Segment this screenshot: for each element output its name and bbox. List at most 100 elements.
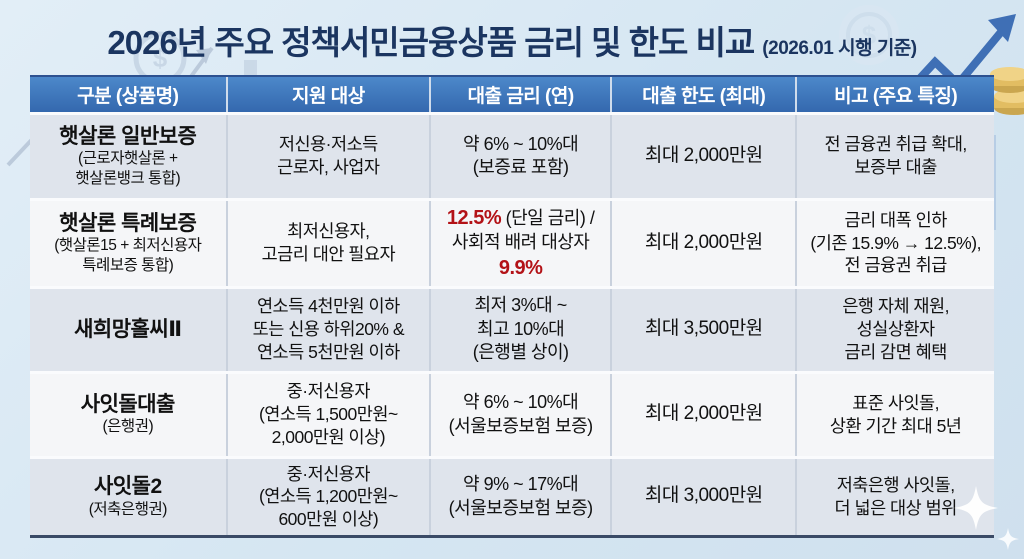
limit-value: 최대 2,000만원: [644, 231, 763, 253]
table-row: 햇살론 특례보증 (햇살론15 + 최저신용자 특례보증 통합) 최저신용자, 고금리 …: [30, 197, 994, 287]
rate-text: (단일 금리) /: [501, 208, 595, 229]
product-cell: 사잇돌대출 (은행권): [30, 370, 227, 457]
svg-text:$: $: [862, 20, 877, 50]
limit-cell: 최대 2,000만원: [610, 197, 797, 287]
target-line: 근로자, 사업자: [277, 157, 380, 177]
column-header-0: 구분 (상품명): [30, 75, 227, 113]
rate-text: (서울보증보험 보증): [448, 415, 593, 436]
rate-cell: 약 6% ~ 10%대 (보증료 포함): [429, 111, 612, 199]
limit-value: 최대 3,000만원: [644, 485, 763, 507]
note-line: 금리 감면 혜택: [844, 341, 948, 362]
note-cell: 표준 사잇돌, 상환 기간 최대 5년: [795, 370, 994, 457]
rate-cell: 12.5% (단일 금리) / 사회적 배려 대상자 9.9%: [429, 197, 612, 287]
note-line: 보증부 대출: [854, 157, 937, 177]
target-line: 연소득 4천만원 이하: [256, 296, 400, 317]
target-line: 중·저신용자: [286, 381, 371, 402]
product-name: 사잇돌2: [94, 475, 162, 499]
rate-line: 최저 3%대 ~: [435, 294, 606, 317]
column-header-1: 지원 대상: [225, 75, 431, 113]
note-line: 저축은행 사잇돌,: [836, 474, 955, 495]
sparkle-icon: [954, 486, 1019, 550]
product-subtitle: (근로자햇살론 +: [78, 150, 178, 168]
product-subtitle: (은행권): [102, 418, 154, 436]
comparison-table: 구분 (상품명) 지원 대상 대출 금리 (연) 대출 한도 (최대) 비고 (주요 특…: [30, 75, 994, 538]
limit-value: 최대 3,500만원: [644, 318, 763, 340]
title-suffix: (2026.01 시행 기준): [762, 38, 917, 59]
rate-line: (보증료 포함): [435, 156, 606, 179]
target-cell: 중·저신용자 (연소득 1,500만원~ 2,000만원 이상): [225, 370, 431, 457]
rate-text: 사회적 배려 대상자: [451, 232, 590, 253]
target-cell: 연소득 4천만원 이하 또는 신용 하위20% & 연소득 5천만원 이하: [225, 285, 431, 372]
target-line: 600만원 이상): [278, 509, 379, 529]
product-cell: 햇살론 일반보증 (근로자햇살론 + 햇살론뱅크 통합): [30, 111, 227, 199]
target-line: 2,000만원 이상): [271, 426, 386, 447]
product-cell: 사잇돌2 (저축은행권): [30, 455, 227, 537]
product-subtitle: (햇살론15 + 최저신용자: [54, 237, 202, 255]
title-main: 2026년 주요 정책서민금융상품 금리 및 한도 비교: [107, 24, 755, 61]
rate-line: 9.9%: [435, 255, 606, 281]
product-name: 사잇돌대출: [80, 393, 176, 417]
note-line: 금리 대폭 인하: [844, 209, 948, 230]
table-row: 햇살론 일반보증 (근로자햇살론 + 햇살론뱅크 통합) 저신용·저소득 근로자, 사업…: [30, 111, 994, 199]
rate-line: 사회적 배려 대상자: [435, 231, 606, 254]
rate-text: (서울보증보험 보증): [448, 497, 593, 518]
note-line: 전 금융권 취급 확대,: [824, 134, 968, 155]
note-cell: 금리 대폭 인하 (기존 15.9% → 12.5%), 전 금융권 취급: [795, 197, 994, 287]
rate-line: 약 6% ~ 10%대: [435, 133, 606, 156]
note-cell: 전 금융권 취급 확대, 보증부 대출: [795, 111, 994, 199]
note-line: 상환 기간 최대 5년: [829, 415, 962, 436]
note-line: (기존 15.9% → 12.5%),: [810, 232, 981, 253]
target-line: 또는 신용 하위20% &: [252, 319, 405, 340]
product-name: 햇살론 일반보증: [59, 125, 197, 149]
target-cell: 최저신용자, 고금리 대안 필요자: [225, 197, 431, 287]
product-subtitle: 햇살론뱅크 통합): [75, 169, 181, 187]
column-header-4: 비고 (주요 특징): [795, 75, 994, 113]
target-line: 최저신용자,: [287, 221, 370, 242]
table-row: 새희망홀씨Ⅱ 연소득 4천만원 이하 또는 신용 하위20% & 연소득 5천만원 이…: [30, 285, 994, 372]
target-line: 연소득 5천만원 이하: [256, 341, 400, 362]
table-row: 사잇돌2 (저축은행권) 중·저신용자 (연소득 1,200만원~ 600만원 이상) 약…: [30, 455, 994, 537]
limit-value: 최대 2,000만원: [644, 144, 763, 166]
rate-highlight: 12.5%: [446, 207, 502, 230]
page-title: 2026년 주요 정책서민금융상품 금리 및 한도 비교 (2026.01 시행 …: [0, 16, 1024, 64]
target-line: (연소득 1,200만원~: [258, 486, 398, 507]
rate-text: 약 9% ~ 17%대: [463, 474, 579, 495]
note-cell: 은행 자체 재원, 성실상환자 금리 감면 혜택: [795, 285, 994, 372]
table-row: 사잇돌대출 (은행권) 중·저신용자 (연소득 1,500만원~ 2,000만원 이상)…: [30, 370, 994, 457]
rate-line: 약 9% ~ 17%대: [435, 473, 606, 496]
target-line: 저신용·저소득: [278, 134, 378, 155]
note-line: 전 금융권 취급: [844, 255, 948, 276]
rate-text: 최저 3%대 ~: [474, 295, 568, 316]
rate-line: (은행별 상이): [435, 341, 606, 364]
target-line: 중·저신용자: [286, 463, 371, 484]
rate-line: 최고 10%대: [435, 318, 606, 341]
target-cell: 중·저신용자 (연소득 1,200만원~ 600만원 이상): [225, 455, 431, 537]
rate-cell: 최저 3%대 ~ 최고 10%대 (은행별 상이): [429, 285, 612, 372]
product-subtitle: (저축은행권): [88, 500, 168, 518]
product-cell: 새희망홀씨Ⅱ: [30, 285, 227, 372]
rate-limit-table: 구분 (상품명) 지원 대상 대출 금리 (연) 대출 한도 (최대) 비고 (주요 특…: [30, 75, 994, 538]
svg-text:$: $: [153, 43, 168, 73]
table-body: 햇살론 일반보증 (근로자햇살론 + 햇살론뱅크 통합) 저신용·저소득 근로자, 사업…: [30, 111, 994, 537]
limit-cell: 최대 3,500만원: [610, 285, 797, 372]
rate-line: (서울보증보험 보증): [435, 497, 606, 520]
product-name: 햇살론 특례보증: [59, 212, 197, 236]
limit-value: 최대 2,000만원: [644, 403, 763, 425]
target-line: 고금리 대안 필요자: [261, 244, 396, 264]
rate-text: 약 6% ~ 10%대: [463, 392, 579, 413]
table-header-row: 구분 (상품명) 지원 대상 대출 금리 (연) 대출 한도 (최대) 비고 (주요 특…: [30, 75, 994, 113]
rate-text: 최고 10%대: [477, 318, 565, 339]
product-cell: 햇살론 특례보증 (햇살론15 + 최저신용자 특례보증 통합): [30, 197, 227, 287]
target-line: (연소득 1,500만원~: [258, 404, 398, 425]
note-cell: 저축은행 사잇돌, 더 넓은 대상 범위: [795, 455, 994, 537]
rate-highlight: 9.9%: [498, 256, 543, 279]
limit-cell: 최대 2,000만원: [610, 370, 797, 457]
rate-text: (보증료 포함): [472, 157, 569, 177]
note-line: 더 넓은 대상 범위: [834, 497, 958, 518]
note-line: 은행 자체 재원,: [842, 296, 949, 317]
target-cell: 저신용·저소득 근로자, 사업자: [225, 111, 431, 199]
rate-line: 12.5% (단일 금리) /: [435, 205, 606, 231]
column-header-3: 대출 한도 (최대): [610, 75, 797, 113]
column-header-2: 대출 금리 (연): [429, 75, 612, 113]
rate-cell: 약 6% ~ 10%대 (서울보증보험 보증): [429, 370, 612, 457]
